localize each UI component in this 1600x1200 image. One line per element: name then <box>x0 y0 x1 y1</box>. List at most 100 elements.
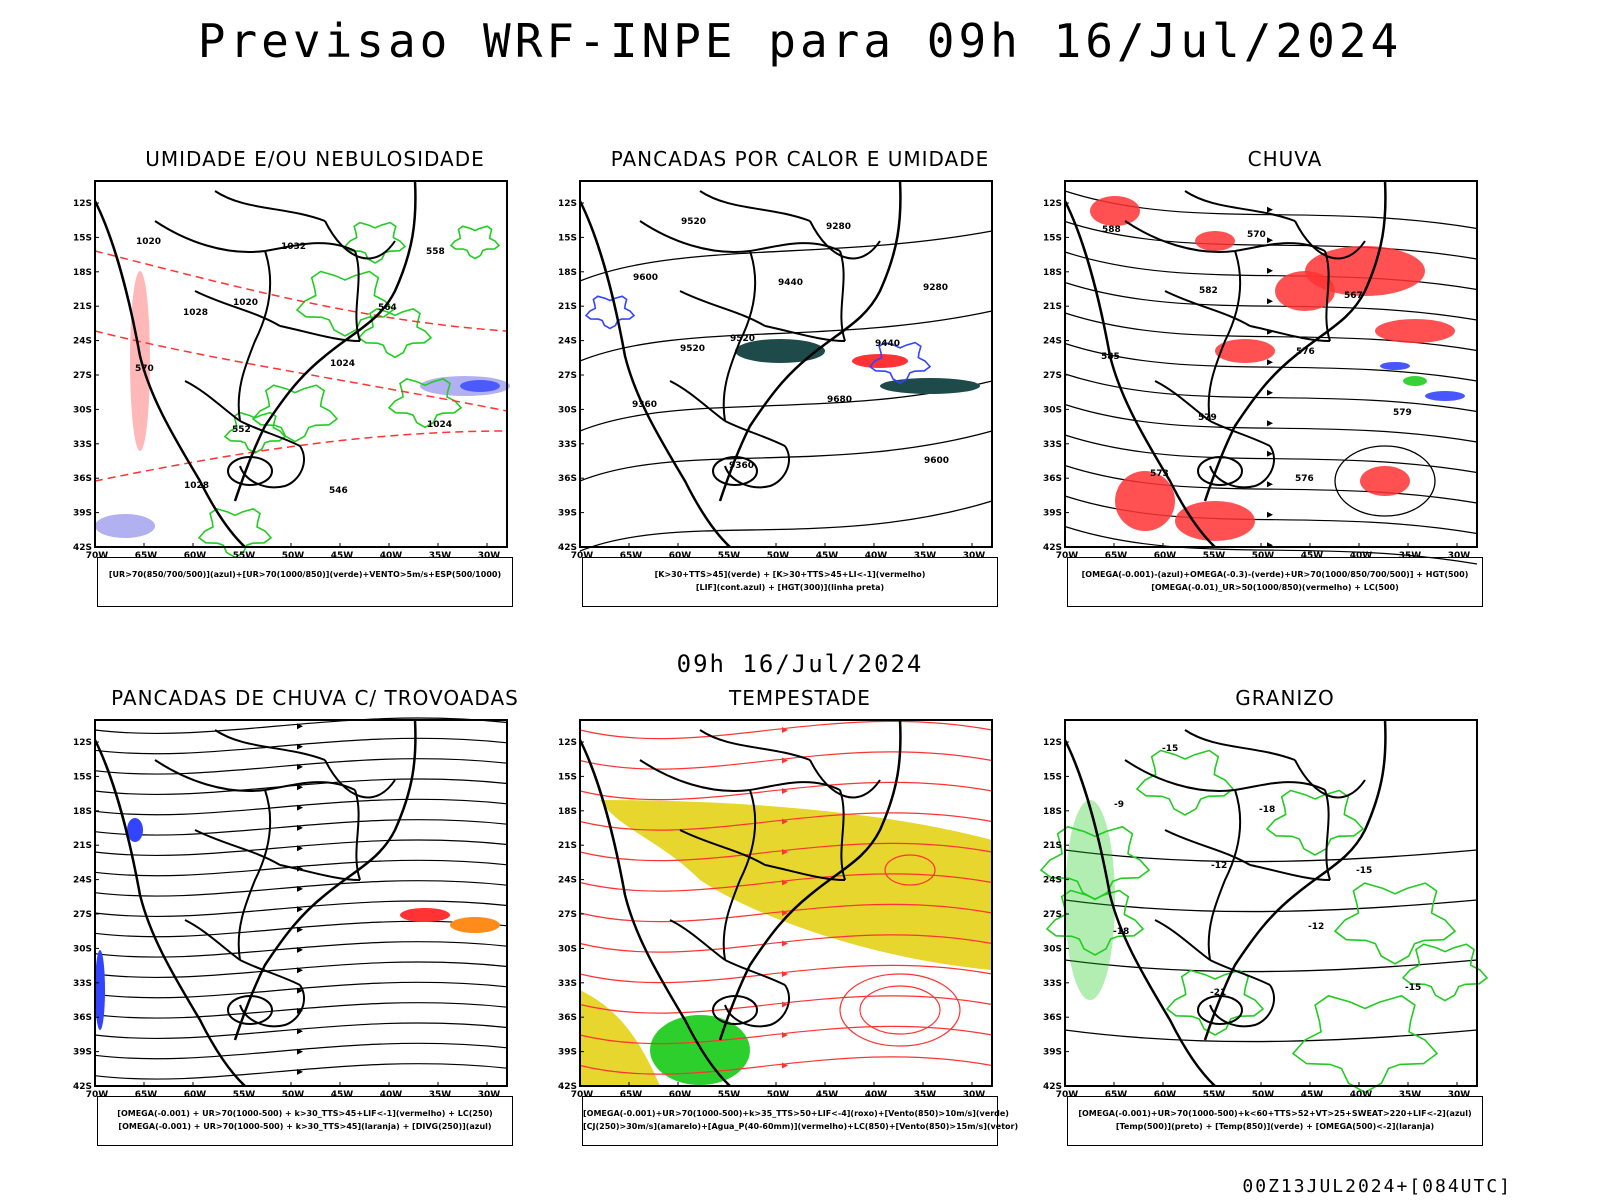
lat-tick-label: 15S <box>558 233 577 243</box>
lon-tick-label: 65W <box>135 1090 158 1100</box>
lon-tick-label: 55W <box>233 551 256 561</box>
lon-tick-label: 40W <box>865 1090 888 1100</box>
lat-tick-label: 42S <box>73 543 92 553</box>
lat-tick-label: 30S <box>73 944 92 954</box>
lat-tick-label: 12S <box>1043 738 1062 748</box>
lat-tick-label: 27S <box>73 371 92 381</box>
panel-legend: [UR>70(850/700/500)](azul)+[UR>70(1000/8… <box>97 557 513 607</box>
contour-label: 9280 <box>826 222 851 232</box>
lat-tick-label: 39S <box>73 509 92 519</box>
lat-tick-label: 42S <box>73 1082 92 1092</box>
contour-label: 9520 <box>680 344 705 354</box>
contour-label: 579 <box>1393 408 1412 418</box>
lat-tick-label: 27S <box>1043 910 1062 920</box>
legend-line: [K>30+TTS>45](verde) + [K>30+TTS>45+LI<-… <box>654 570 926 579</box>
lon-tick-label: 30W <box>963 551 986 561</box>
lon-tick-label: 60W <box>1154 1090 1177 1100</box>
lat-tick-label: 24S <box>73 876 92 886</box>
lon-tick-label: 50W <box>767 1090 790 1100</box>
contour-label: -12 <box>1308 922 1324 932</box>
contour-label: 1024 <box>427 420 452 430</box>
lon-tick-label: 55W <box>718 1090 741 1100</box>
legend-line: [LIF](cont.azul) + [HGT(300)](linha pret… <box>695 583 885 592</box>
lat-tick-label: 15S <box>73 772 92 782</box>
map-panel: PANCADAS POR CALOR E UMIDADE 9600 9520 9680… <box>558 147 1020 647</box>
lon-tick-label: 50W <box>282 1090 305 1100</box>
lon-tick-label: 50W <box>1252 551 1275 561</box>
lat-tick-label: 18S <box>73 807 92 817</box>
lon-tick-label: 50W <box>1252 1090 1275 1100</box>
legend-line: [Temp(500)](preto) + [Temp(850)](verde) … <box>1115 1122 1435 1131</box>
legend-line: [OMEGA(-0.001)+UR>70(1000-500)+k<60+TTS>… <box>1078 1109 1472 1118</box>
lon-tick-label: 55W <box>1203 551 1226 561</box>
lon-tick-label: 30W <box>963 1090 986 1100</box>
lon-tick-label: 30W <box>478 551 501 561</box>
contour-label: 9680 <box>827 395 852 405</box>
lon-tick-label: 60W <box>1154 551 1177 561</box>
panel-legend: [OMEGA(-0.001) + UR>70(1000-500) + k>30_… <box>97 1096 513 1146</box>
contour-label: 9360 <box>729 461 754 471</box>
panel-title: UMIDADE E/OU NEBULOSIDADE <box>145 147 485 171</box>
lon-tick-label: 60W <box>184 1090 207 1100</box>
lat-tick-label: 21S <box>73 302 92 312</box>
lon-tick-label: 50W <box>282 551 305 561</box>
contour-label: 9520 <box>681 217 706 227</box>
contour-label: -18 <box>1259 805 1275 815</box>
lat-tick-label: 24S <box>1043 876 1062 886</box>
lon-tick-label: 40W <box>1350 551 1373 561</box>
lat-tick-label: 24S <box>73 337 92 347</box>
lon-tick-label: 55W <box>1203 1090 1226 1100</box>
contour-label: 546 <box>329 486 348 496</box>
contour-label: 1028 <box>183 308 208 318</box>
map-panel: CHUVA 588 582 576 579 573 570 567 585 579 576 12S 15… <box>1043 147 1505 647</box>
lat-tick-label: 18S <box>558 807 577 817</box>
lon-tick-label: 45W <box>1301 1090 1324 1100</box>
weather-map: 9600 9520 9680 9600 9520 9440 9440 9360 9360 9280… <box>558 180 993 561</box>
contour-label: 1020 <box>233 298 258 308</box>
legend-line: [OMEGA(-0.001) + UR>70(1000-500) + k>30_… <box>117 1109 493 1118</box>
lat-tick-label: 42S <box>558 1082 577 1092</box>
contour-label: 588 <box>1102 225 1121 235</box>
lon-tick-label: 45W <box>331 551 354 561</box>
lat-tick-label: 36S <box>73 474 92 484</box>
contour-label: 9280 <box>923 283 948 293</box>
lat-tick-label: 27S <box>1043 371 1062 381</box>
lat-tick-label: 18S <box>73 268 92 278</box>
lon-tick-label: 70W <box>86 551 109 561</box>
lon-tick-label: 35W <box>429 1090 452 1100</box>
contour-label: 9600 <box>633 273 658 283</box>
contour-label: 558 <box>426 247 445 257</box>
page-title: Previsao WRF-INPE para 09h 16/Jul/2024 <box>197 14 1403 68</box>
lat-tick-label: 21S <box>558 841 577 851</box>
lat-tick-label: 33S <box>558 979 577 989</box>
lat-tick-label: 15S <box>73 233 92 243</box>
lon-tick-label: 50W <box>767 551 790 561</box>
lon-tick-label: 70W <box>1056 551 1079 561</box>
lon-tick-label: 45W <box>1301 551 1324 561</box>
lon-tick-label: 40W <box>380 1090 403 1100</box>
map-panel: TEMPESTADE 12S 15S 18S 21S 24S 27S 30S 33S 36S 39S… <box>558 686 1020 1186</box>
lat-tick-label: 18S <box>558 268 577 278</box>
lon-tick-label: 60W <box>669 1090 692 1100</box>
lon-tick-label: 45W <box>331 1090 354 1100</box>
lat-tick-label: 30S <box>558 405 577 415</box>
contour-label: 9360 <box>632 400 657 410</box>
lat-tick-label: 21S <box>1043 302 1062 312</box>
contour-label: 9600 <box>924 456 949 466</box>
lat-tick-label: 39S <box>1043 509 1062 519</box>
lat-tick-label: 30S <box>1043 405 1062 415</box>
lon-tick-label: 30W <box>478 1090 501 1100</box>
map-layers: 1020102010241024102810325645705525465581… <box>93 180 510 559</box>
lat-tick-label: 12S <box>1043 199 1062 209</box>
panel-legend: [OMEGA(-0.001)+UR>70(1000-500)+k<60+TTS>… <box>1067 1096 1483 1146</box>
contour-label: 552 <box>232 425 251 435</box>
lat-tick-label: 30S <box>558 944 577 954</box>
lon-tick-label: 35W <box>1399 551 1422 561</box>
contour-label: 1032 <box>281 242 306 252</box>
panel-title: PANCADAS DE CHUVA C/ TROVOADAS <box>111 686 519 710</box>
contour-label: 576 <box>1295 474 1314 484</box>
lon-tick-label: 35W <box>914 551 937 561</box>
